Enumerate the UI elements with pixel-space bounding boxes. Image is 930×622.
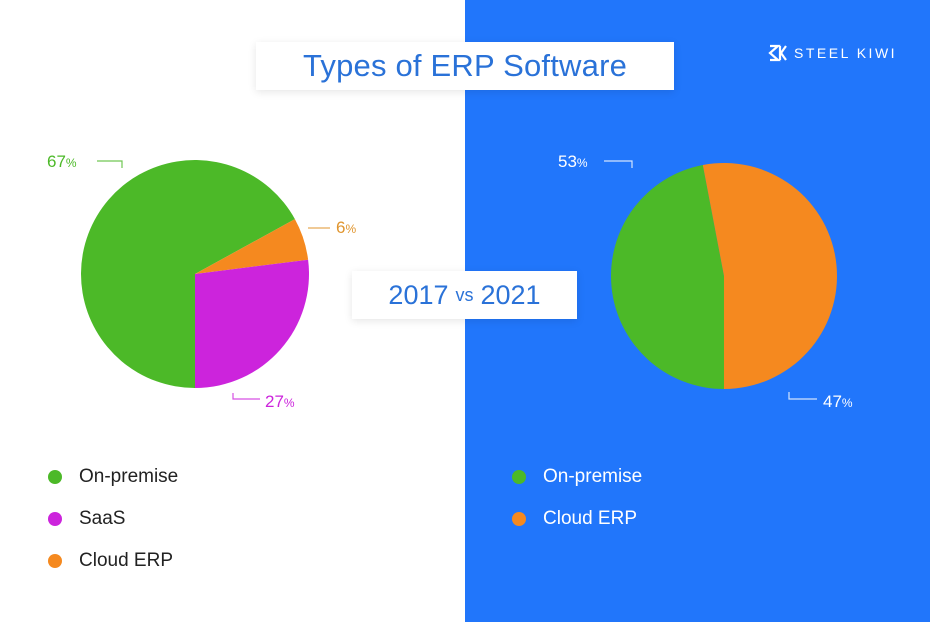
legend-item-cloud-erp: Cloud ERP (48, 550, 178, 571)
legend-label-cloud-erp: Cloud ERP (79, 550, 173, 571)
data-label-on-premise-2021: 47% (823, 392, 853, 411)
legend-2017: On-premise SaaS Cloud ERP (48, 466, 179, 593)
legend-item-on-premise-2021: On-premise (512, 466, 643, 487)
legend-item-on-premise: On-premise (48, 466, 179, 487)
legend-item-saas: SaaS (48, 508, 178, 529)
data-label-cloud-erp-2017: 6% (336, 218, 356, 237)
pie-slice-on-premise-2017 (81, 159, 295, 388)
pie-slice-cloud-erp-2017 (195, 219, 309, 274)
leader-line-cloud-erp-2021 (604, 160, 633, 168)
legend-dot-cloud-erp-2021 (512, 512, 526, 526)
legend-label-on-premise-2021: On-premise (543, 466, 643, 487)
legend-label-on-premise: On-premise (79, 466, 179, 487)
steel-kiwi-logo: STEEL KIWI (768, 44, 897, 62)
legend-label-cloud-erp-2021: Cloud ERP (543, 508, 637, 529)
comparison-box: 2017 vs 2021 (352, 271, 577, 319)
pie-chart-2017: 67% 6% 27% (47, 152, 356, 411)
legend-dot-saas (48, 512, 62, 526)
chart-title: Types of ERP Software (302, 48, 628, 83)
legend-dot-on-premise (48, 470, 62, 484)
logo-text: STEEL KIWI (794, 45, 898, 61)
chart-title-box: Types of ERP Software (256, 42, 674, 90)
legend-item-cloud-erp-2021: Cloud ERP (512, 508, 642, 529)
leader-line-on-premise-2017 (97, 160, 123, 168)
legend-dot-on-premise-2021 (512, 470, 526, 484)
vs-label: vs (455, 284, 474, 305)
data-label-saas-2017: 27% (265, 392, 295, 411)
data-label-on-premise-2017: 67% (47, 152, 77, 171)
year-2017-label: 2017 (388, 279, 449, 310)
pie-slice-saas-2017 (195, 259, 309, 388)
pie-slice-on-premise-2021 (610, 165, 724, 389)
legend-label-saas: SaaS (79, 508, 126, 529)
legend-2021: On-premise Cloud ERP (512, 466, 643, 551)
steel-kiwi-logo-icon (768, 44, 787, 62)
data-label-cloud-erp-2021: 53% (558, 152, 588, 171)
leader-line-saas-2017 (232, 393, 260, 400)
pie-slice-cloud-erp-2021 (702, 163, 837, 389)
pie-chart-2021: 47% 53% (558, 152, 853, 411)
legend-dot-cloud-erp (48, 554, 62, 568)
leader-line-on-premise-2021 (788, 392, 817, 400)
year-2021-label: 2021 (480, 279, 541, 310)
